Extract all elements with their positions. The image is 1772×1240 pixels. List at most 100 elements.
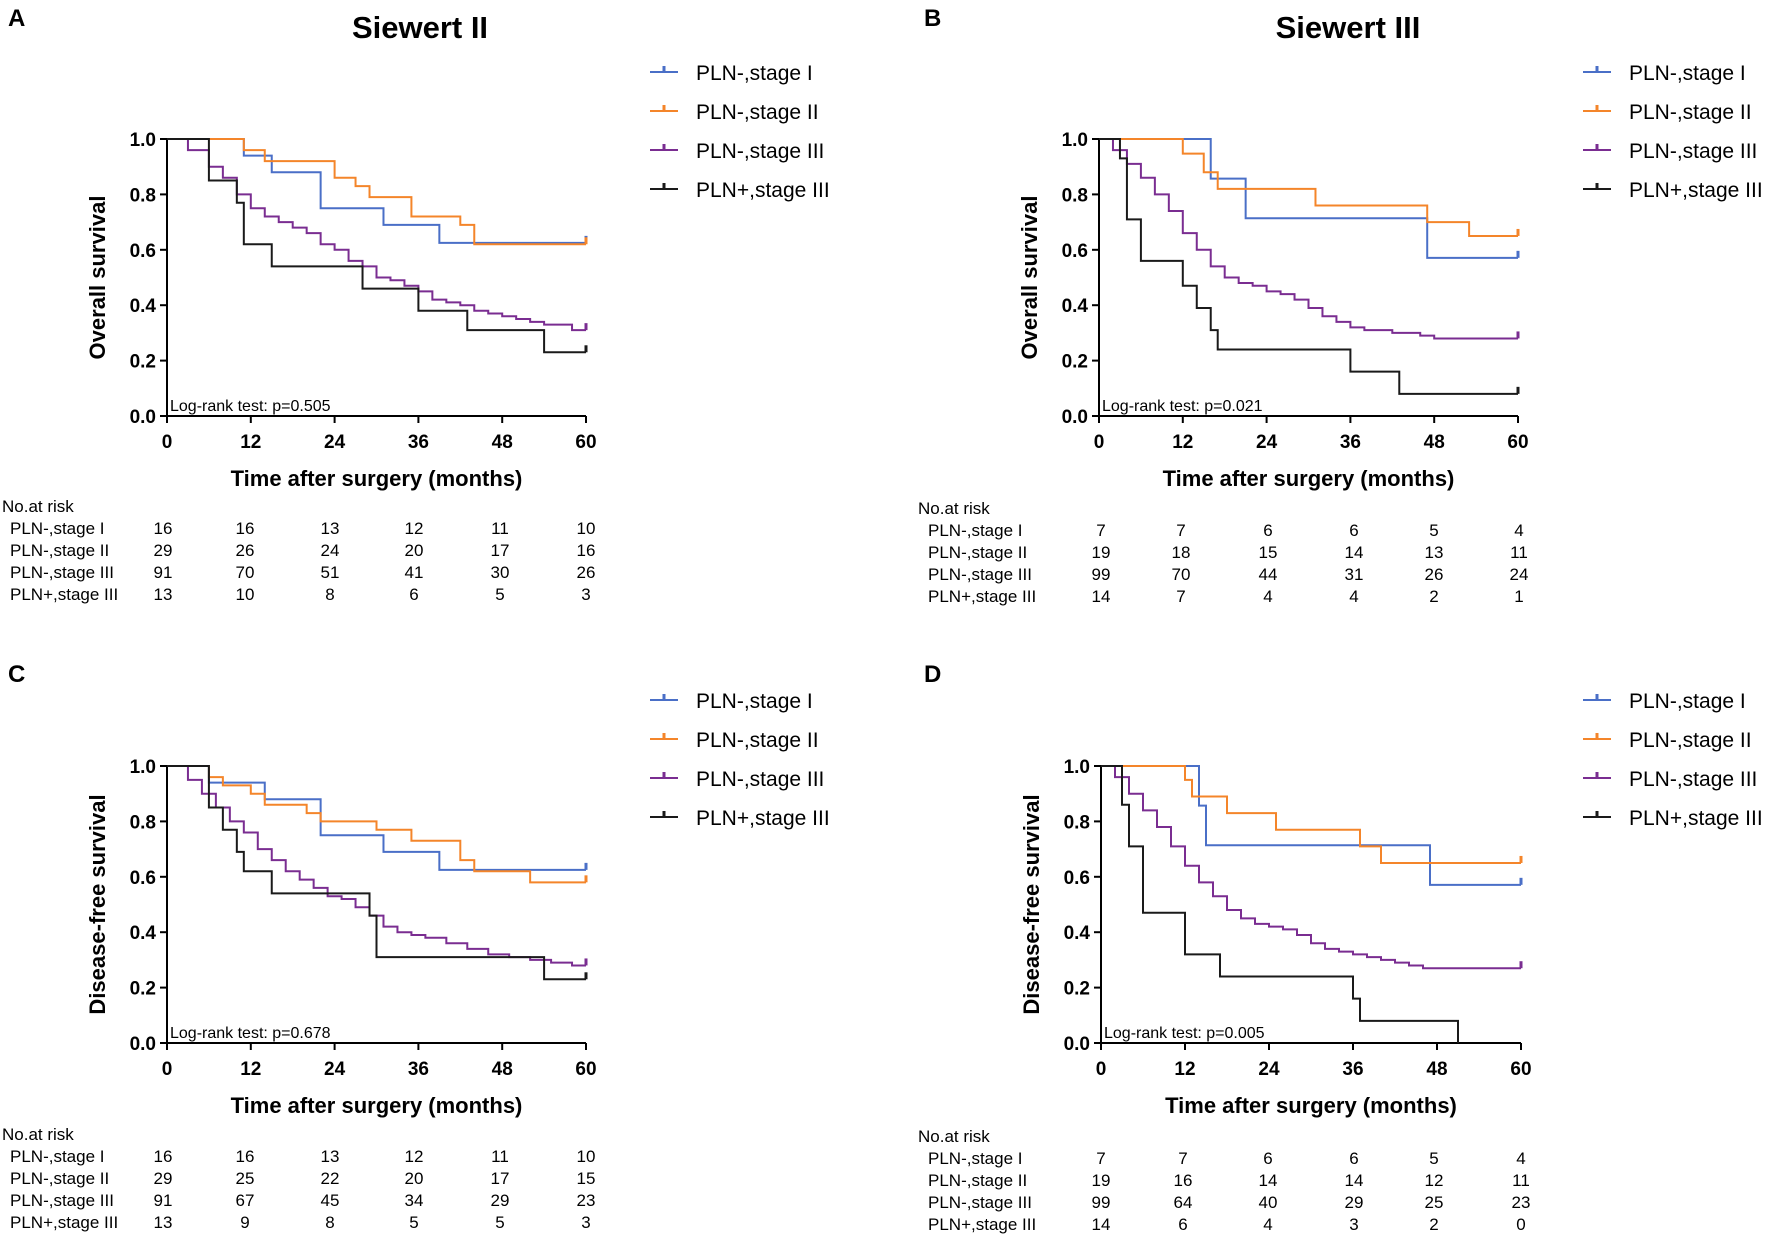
risk-cell: 16 xyxy=(236,519,255,538)
risk-row-label: PLN-,stage III xyxy=(10,1191,114,1210)
x-tick-label: 0 xyxy=(1096,1059,1107,1080)
risk-row-label: PLN-,stage III xyxy=(10,563,114,582)
series-line-1 xyxy=(167,138,586,246)
risk-cell: 6 xyxy=(1349,521,1358,540)
x-tick-label: 48 xyxy=(492,1059,513,1080)
x-tick-label: 0 xyxy=(1094,432,1105,453)
risk-cell: 10 xyxy=(577,519,596,538)
x-tick-label: 12 xyxy=(1172,432,1193,453)
panel-letter: D xyxy=(924,661,941,688)
risk-cell: 22 xyxy=(321,1169,340,1188)
logrank-annotation: Log-rank test: p=0.505 xyxy=(170,398,331,415)
risk-table-title: No.at risk xyxy=(2,1125,74,1144)
risk-cell: 13 xyxy=(321,1147,340,1166)
risk-cell: 14 xyxy=(1345,543,1364,562)
risk-cell: 24 xyxy=(1510,565,1529,584)
risk-cell: 29 xyxy=(1345,1193,1364,1212)
y-tick-label: 0.8 xyxy=(130,185,156,206)
risk-cell: 16 xyxy=(1174,1171,1193,1190)
x-tick-label: 24 xyxy=(324,432,346,453)
risk-cell: 8 xyxy=(325,1213,334,1232)
risk-cell: 91 xyxy=(154,1191,173,1210)
risk-row-label: PLN-,stage I xyxy=(10,1147,105,1166)
risk-cell: 45 xyxy=(321,1191,340,1210)
y-tick-label: 0.0 xyxy=(130,407,156,428)
risk-cell: 4 xyxy=(1516,1149,1525,1168)
y-tick-label: 0.8 xyxy=(1064,812,1090,833)
y-tick-label: 0.0 xyxy=(130,1034,156,1055)
risk-cell: 9 xyxy=(240,1213,249,1232)
series-line-2 xyxy=(167,765,586,967)
legend-label: PLN-,stage I xyxy=(1629,62,1746,85)
risk-row-label: PLN-,stage II xyxy=(10,541,109,560)
risk-row-label: PLN-,stage I xyxy=(10,519,105,538)
series-line-3 xyxy=(1099,138,1518,395)
x-tick-label: 60 xyxy=(1507,432,1528,453)
risk-cell: 14 xyxy=(1259,1171,1278,1190)
risk-cell: 26 xyxy=(577,563,596,582)
risk-cell: 12 xyxy=(405,519,424,538)
risk-cell: 67 xyxy=(236,1191,255,1210)
risk-cell: 30 xyxy=(491,563,510,582)
x-tick-label: 36 xyxy=(1342,1059,1363,1080)
panel-letter: C xyxy=(8,661,25,688)
legend-label: PLN-,stage II xyxy=(696,101,819,124)
legend-label: PLN-,stage I xyxy=(1629,690,1746,713)
y-tick-label: 0.2 xyxy=(1064,979,1090,1000)
risk-cell: 7 xyxy=(1096,521,1105,540)
risk-cell: 23 xyxy=(577,1191,596,1210)
risk-cell: 14 xyxy=(1345,1171,1364,1190)
risk-cell: 91 xyxy=(154,563,173,582)
risk-cell: 20 xyxy=(405,1169,424,1188)
risk-table-title: No.at risk xyxy=(918,499,990,518)
risk-cell: 18 xyxy=(1172,543,1191,562)
risk-cell: 29 xyxy=(154,541,173,560)
logrank-annotation: Log-rank test: p=0.678 xyxy=(170,1025,331,1042)
y-tick-label: 1.0 xyxy=(1062,130,1088,151)
x-tick-label: 12 xyxy=(240,432,261,453)
risk-cell: 3 xyxy=(581,1213,590,1232)
risk-cell: 8 xyxy=(325,585,334,604)
y-tick-label: 0.6 xyxy=(130,241,156,262)
x-tick-label: 12 xyxy=(1174,1059,1195,1080)
risk-cell: 29 xyxy=(491,1191,510,1210)
risk-cell: 17 xyxy=(491,541,510,560)
risk-cell: 3 xyxy=(581,585,590,604)
risk-row-label: PLN-,stage I xyxy=(928,1149,1023,1168)
x-tick-label: 0 xyxy=(162,432,173,453)
risk-cell: 13 xyxy=(1425,543,1444,562)
y-tick-label: 0.0 xyxy=(1064,1034,1090,1055)
risk-row-label: PLN-,stage III xyxy=(928,1193,1032,1212)
y-axis-label: Disease-free survival xyxy=(1019,794,1044,1014)
x-tick-label: 24 xyxy=(1256,432,1278,453)
risk-cell: 10 xyxy=(236,585,255,604)
risk-cell: 99 xyxy=(1092,565,1111,584)
legend-label: PLN-,stage II xyxy=(1629,101,1752,124)
risk-cell: 6 xyxy=(1349,1149,1358,1168)
series-line-0 xyxy=(167,138,586,244)
risk-cell: 3 xyxy=(1349,1215,1358,1234)
risk-cell: 19 xyxy=(1092,543,1111,562)
legend-label: PLN+,stage III xyxy=(696,179,830,202)
x-tick-label: 12 xyxy=(240,1059,261,1080)
x-tick-label: 48 xyxy=(492,432,513,453)
risk-row-label: PLN-,stage III xyxy=(928,565,1032,584)
risk-cell: 7 xyxy=(1178,1149,1187,1168)
risk-cell: 11 xyxy=(1510,543,1528,562)
risk-cell: 5 xyxy=(409,1213,418,1232)
y-tick-label: 0.6 xyxy=(1064,868,1090,889)
x-tick-label: 36 xyxy=(408,432,429,453)
risk-cell: 7 xyxy=(1176,587,1185,606)
risk-cell: 7 xyxy=(1176,521,1185,540)
series-line-1 xyxy=(1099,138,1518,237)
legend-label: PLN-,stage I xyxy=(696,62,813,85)
y-tick-label: 1.0 xyxy=(1064,757,1090,778)
risk-cell: 16 xyxy=(577,541,596,560)
legend-label: PLN-,stage III xyxy=(696,768,824,791)
risk-cell: 5 xyxy=(495,585,504,604)
risk-cell: 34 xyxy=(405,1191,424,1210)
risk-table-title: No.at risk xyxy=(918,1127,990,1146)
y-axis-label: Overall survival xyxy=(85,196,110,360)
